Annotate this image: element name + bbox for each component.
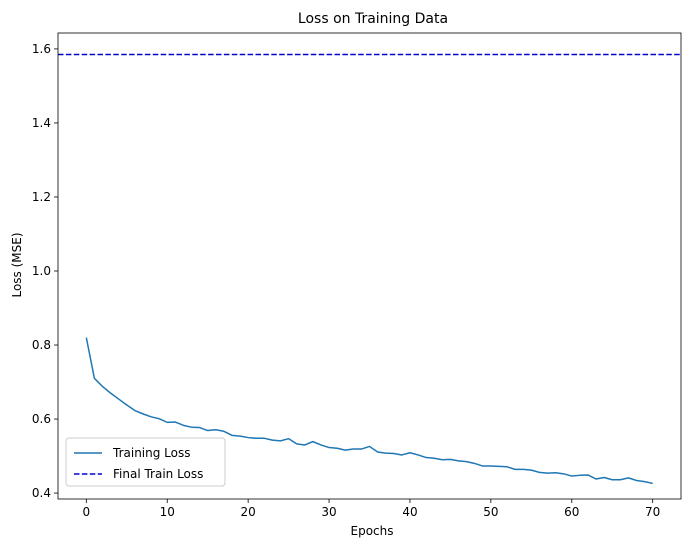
y-tick-label: 1.2 [32, 190, 51, 204]
y-axis-label: Loss (MSE) [10, 232, 24, 297]
y-tick-label: 0.4 [32, 486, 51, 500]
plot-area [58, 53, 681, 485]
x-axis-label: Epochs [351, 524, 394, 538]
y-tick-label: 1.0 [32, 264, 51, 278]
legend-box [65, 437, 226, 487]
y-tick-label: 0.6 [32, 412, 51, 426]
chart-title: Loss on Training Data [298, 11, 448, 27]
axis-ticks: 0 10 20 30 40 50 60 70 0.4 0.6 0.8 1.0 1.2 1.4 1.6 [32, 42, 660, 519]
x-tick-label: 10 [160, 505, 175, 519]
x-tick-label: 60 [564, 505, 579, 519]
x-tick-label: 50 [483, 505, 498, 519]
x-tick-label: 0 [82, 505, 90, 519]
y-tick-label: 1.4 [32, 116, 51, 130]
legend: Training Loss Final Train Loss [65, 437, 226, 487]
y-tick-label: 0.8 [32, 338, 51, 352]
x-tick-label: 30 [321, 505, 336, 519]
plot-frame [57, 32, 682, 500]
legend-label-training-loss: Training Loss [112, 446, 190, 460]
x-tick-label: 20 [240, 505, 255, 519]
x-tick-label: 70 [645, 505, 660, 519]
x-tick-label: 40 [402, 505, 417, 519]
legend-label-final-train-loss: Final Train Loss [113, 467, 203, 481]
y-tick-label: 1.6 [32, 42, 51, 56]
training-loss-line [85, 337, 653, 485]
